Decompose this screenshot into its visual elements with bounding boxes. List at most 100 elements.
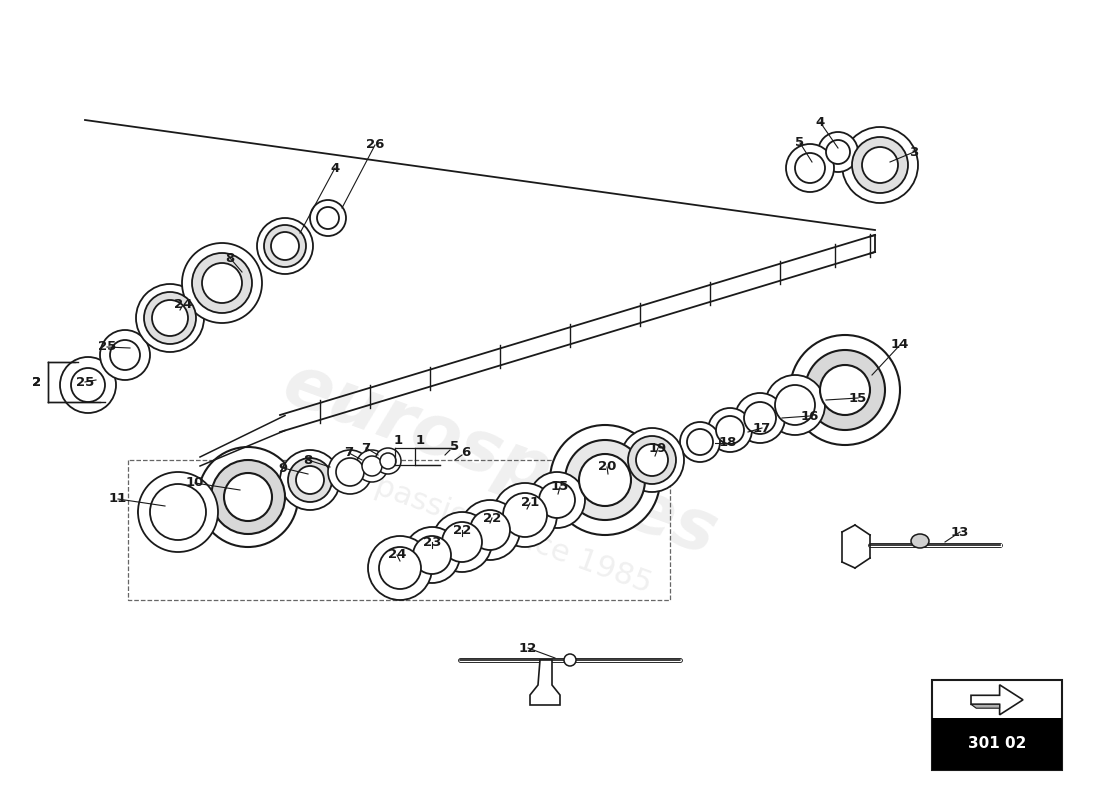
- Text: 15: 15: [551, 481, 569, 494]
- Ellipse shape: [150, 484, 206, 540]
- Text: 18: 18: [718, 437, 737, 450]
- Text: 4: 4: [330, 162, 340, 174]
- Text: 7: 7: [362, 442, 371, 454]
- Ellipse shape: [100, 330, 150, 380]
- Ellipse shape: [202, 263, 242, 303]
- Ellipse shape: [375, 448, 402, 474]
- Text: 22: 22: [483, 511, 502, 525]
- Ellipse shape: [362, 456, 382, 476]
- Ellipse shape: [368, 536, 432, 600]
- Ellipse shape: [680, 422, 720, 462]
- FancyBboxPatch shape: [932, 718, 1062, 770]
- Ellipse shape: [192, 253, 252, 313]
- Polygon shape: [971, 685, 1023, 715]
- Text: 19: 19: [649, 442, 667, 454]
- Text: 1: 1: [394, 434, 403, 446]
- Text: 9: 9: [278, 462, 287, 474]
- Text: 21: 21: [521, 497, 539, 510]
- Ellipse shape: [503, 493, 547, 537]
- Text: 20: 20: [597, 461, 616, 474]
- Ellipse shape: [805, 350, 886, 430]
- Text: 2: 2: [32, 375, 42, 389]
- Ellipse shape: [764, 375, 825, 435]
- Ellipse shape: [550, 425, 660, 535]
- Ellipse shape: [72, 368, 104, 402]
- Ellipse shape: [152, 300, 188, 336]
- Ellipse shape: [820, 365, 870, 415]
- Ellipse shape: [460, 500, 520, 560]
- Text: 22: 22: [453, 523, 471, 537]
- Ellipse shape: [735, 393, 785, 443]
- Polygon shape: [971, 704, 1000, 708]
- Text: 7: 7: [344, 446, 353, 459]
- Text: 24: 24: [388, 549, 406, 562]
- Text: 3: 3: [910, 146, 918, 158]
- Ellipse shape: [842, 127, 918, 203]
- Text: 16: 16: [801, 410, 820, 422]
- Ellipse shape: [404, 547, 460, 563]
- Text: a passion since 1985: a passion since 1985: [344, 462, 656, 598]
- Ellipse shape: [379, 547, 421, 589]
- Ellipse shape: [818, 132, 858, 172]
- Text: 25: 25: [98, 341, 117, 354]
- Ellipse shape: [795, 153, 825, 183]
- FancyBboxPatch shape: [932, 680, 1062, 770]
- Ellipse shape: [442, 522, 482, 562]
- Ellipse shape: [136, 284, 204, 352]
- Text: 6: 6: [461, 446, 471, 458]
- Ellipse shape: [786, 144, 834, 192]
- Ellipse shape: [356, 450, 388, 482]
- Ellipse shape: [564, 654, 576, 666]
- Ellipse shape: [432, 533, 492, 551]
- Text: 4: 4: [815, 115, 825, 129]
- Ellipse shape: [579, 454, 631, 506]
- Text: 12: 12: [519, 642, 537, 654]
- Text: eurospares: eurospares: [274, 350, 726, 570]
- Ellipse shape: [716, 416, 744, 444]
- Ellipse shape: [460, 521, 520, 539]
- Text: 10: 10: [186, 477, 205, 490]
- Text: 13: 13: [950, 526, 969, 538]
- Ellipse shape: [144, 292, 196, 344]
- Ellipse shape: [224, 473, 272, 521]
- Ellipse shape: [620, 428, 684, 492]
- Text: 15: 15: [849, 391, 867, 405]
- Ellipse shape: [138, 501, 218, 523]
- Ellipse shape: [198, 447, 298, 547]
- Text: 17: 17: [752, 422, 771, 434]
- Text: 14: 14: [891, 338, 910, 351]
- Ellipse shape: [328, 450, 372, 494]
- Ellipse shape: [336, 458, 364, 486]
- Text: 25: 25: [76, 375, 95, 389]
- Text: 24: 24: [174, 298, 192, 311]
- Ellipse shape: [529, 472, 585, 528]
- Ellipse shape: [404, 527, 460, 583]
- Ellipse shape: [271, 232, 299, 260]
- Ellipse shape: [636, 444, 668, 476]
- Ellipse shape: [310, 200, 346, 236]
- Ellipse shape: [852, 137, 907, 193]
- Ellipse shape: [110, 340, 140, 370]
- Polygon shape: [530, 660, 560, 705]
- Ellipse shape: [826, 140, 850, 164]
- Ellipse shape: [280, 450, 340, 510]
- Ellipse shape: [493, 483, 557, 547]
- Ellipse shape: [138, 472, 218, 552]
- Ellipse shape: [565, 440, 645, 520]
- Text: 8: 8: [226, 251, 234, 265]
- Ellipse shape: [379, 453, 396, 469]
- Ellipse shape: [288, 458, 332, 502]
- Ellipse shape: [708, 408, 752, 452]
- Ellipse shape: [493, 505, 557, 525]
- Ellipse shape: [182, 243, 262, 323]
- Ellipse shape: [688, 429, 713, 455]
- Ellipse shape: [60, 357, 116, 413]
- Text: 2: 2: [32, 375, 42, 389]
- Ellipse shape: [744, 402, 775, 434]
- Ellipse shape: [628, 436, 676, 484]
- Ellipse shape: [296, 466, 324, 494]
- Text: 8: 8: [304, 454, 312, 466]
- Text: 11: 11: [109, 493, 128, 506]
- Ellipse shape: [432, 512, 492, 572]
- Ellipse shape: [911, 534, 930, 548]
